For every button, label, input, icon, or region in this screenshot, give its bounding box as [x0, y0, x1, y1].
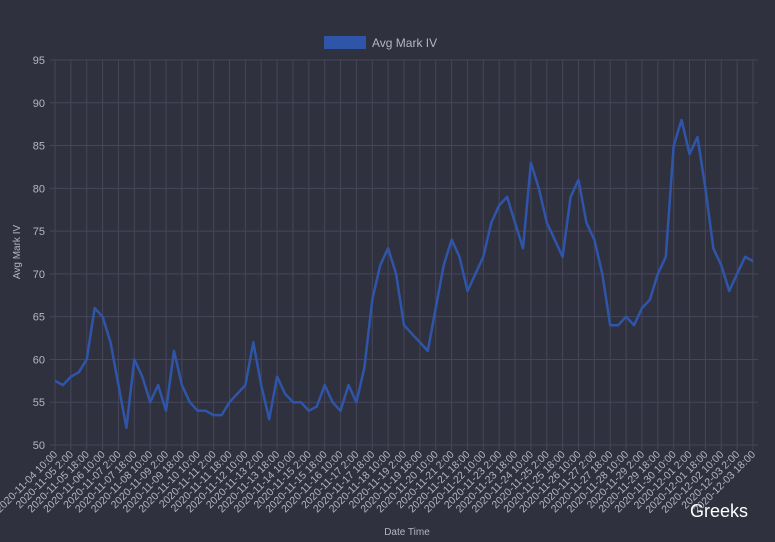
- line: [54, 118, 754, 430]
- y-tick-label: 95: [33, 55, 45, 67]
- y-tick-label: 90: [33, 98, 45, 110]
- y-tick-label: 85: [33, 141, 45, 153]
- x-axis-label: Date Time: [384, 527, 430, 538]
- legend-label: Avg Mark IV: [372, 36, 437, 50]
- y-tick-label: 50: [33, 440, 45, 452]
- legend-swatch: [324, 36, 366, 49]
- y-tick-label: 70: [33, 269, 45, 281]
- y-tick-label: 55: [33, 397, 45, 409]
- watermark: Greeks: [690, 501, 748, 521]
- y-axis-label: Avg Mark IV: [12, 225, 23, 280]
- y-tick-label: 60: [33, 354, 45, 366]
- y-tick-label: 75: [33, 226, 45, 238]
- y-tick-label: 80: [33, 183, 45, 195]
- y-tick-label: 65: [33, 312, 45, 324]
